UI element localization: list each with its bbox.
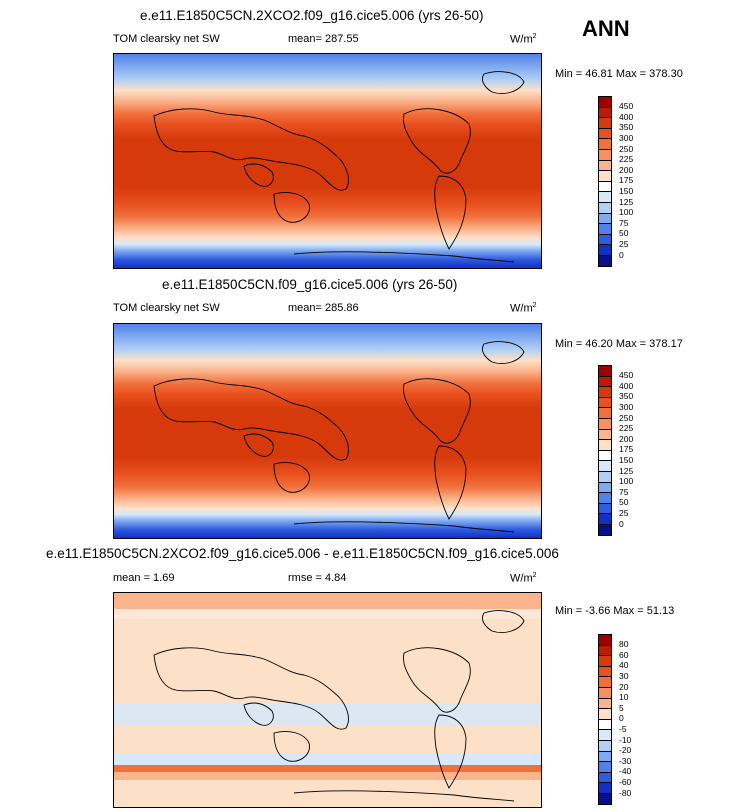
colorbar-level-label: 225 <box>619 423 634 434</box>
colorbar-level-label: 225 <box>619 154 634 165</box>
colorbar-level-label: 50 <box>619 228 629 239</box>
colorbar-level-label: 75 <box>619 486 629 497</box>
colorbar-level-label: 150 <box>619 185 634 196</box>
colorbar-level-label: -40 <box>619 766 632 777</box>
colorbar-level-label: 125 <box>619 465 634 476</box>
colorbar-level-label: 300 <box>619 132 634 143</box>
colorbar-level-label: 250 <box>619 143 634 154</box>
panel-2-map <box>113 323 542 539</box>
colorbar-level-label: -5 <box>619 723 627 734</box>
colorbar-level-label: 300 <box>619 401 634 412</box>
panel-3-colorbar: 80 60 40 30 20 10 5 0 -5 -10 -20 -30 -40 -60 -80 <box>598 634 658 805</box>
colorbar-level-label: 80 <box>619 639 629 650</box>
panel-3-mean-label: mean = 1.69 <box>113 572 175 584</box>
colorbar-level-label: 40 <box>619 660 629 671</box>
colorbar-level-label: 25 <box>619 238 629 249</box>
colorbar-level-label: -20 <box>619 745 632 756</box>
panel-1-map <box>113 53 542 269</box>
colorbar-level-label: 450 <box>619 370 634 381</box>
colorbar-swatch <box>598 524 612 536</box>
colorbar-level-label: -80 <box>619 787 632 798</box>
panel-1-units: W/m2 <box>510 33 537 46</box>
colorbar-level-label: 350 <box>619 391 634 402</box>
colorbar-level-label: 400 <box>619 111 634 122</box>
colorbar-level-label: 30 <box>619 670 629 681</box>
colorbar-level-label: 200 <box>619 164 634 175</box>
colorbar-level-label: 350 <box>619 122 634 133</box>
panel-1-variable-label: TOM clearsky net SW <box>113 33 220 45</box>
panel-2-variable-label: TOM clearsky net SW <box>113 302 220 314</box>
colorbar-level-label: 200 <box>619 433 634 444</box>
panel-2-minmax: Min = 46.20 Max = 378.17 <box>555 338 683 350</box>
panel-1-mean-label: mean= 287.55 <box>288 33 359 45</box>
panel-3-units: W/m2 <box>510 572 537 585</box>
panel-2-colorbar: 450 400 350 300 250 225 200 175 150 125 100 75 50 25 0 <box>598 365 658 536</box>
colorbar-level-label: -30 <box>619 755 632 766</box>
panel-2-mean-label: mean= 285.86 <box>288 302 359 314</box>
colorbar-swatch <box>598 255 612 267</box>
colorbar-level-label: 175 <box>619 444 634 455</box>
colorbar-level-label: 400 <box>619 380 634 391</box>
panel-3-rmse-label: rmse = 4.84 <box>288 572 347 584</box>
panel-1-minmax: Min = 46.81 Max = 378.30 <box>555 68 683 80</box>
colorbar-level-label: -10 <box>619 734 632 745</box>
colorbar-level-label: 25 <box>619 507 629 518</box>
colorbar-level-label: 0 <box>619 713 624 724</box>
season-label: ANN <box>582 16 630 41</box>
colorbar-level-label: 100 <box>619 476 634 487</box>
colorbar-swatch <box>598 793 612 805</box>
panel-1-colorbar: 450 400 350 300 250 225 200 175 150 125 100 75 50 25 0 <box>598 96 658 267</box>
colorbar-level-label: 250 <box>619 412 634 423</box>
colorbar-level-label: 75 <box>619 217 629 228</box>
colorbar-level-label: 10 <box>619 692 629 703</box>
panel-2-units: W/m2 <box>510 302 537 315</box>
colorbar-level-label: -60 <box>619 776 632 787</box>
panel-3-minmax: Min = -3.66 Max = 51.13 <box>555 605 675 617</box>
colorbar-level-label: 450 <box>619 101 634 112</box>
colorbar-level-label: 100 <box>619 207 634 218</box>
panel-1-title: e.e11.E1850C5CN.2XCO2.f09_g16.cice5.006 … <box>140 8 484 23</box>
panel-2-title: e.e11.E1850C5CN.f09_g16.cice5.006 (yrs 2… <box>162 277 458 292</box>
colorbar-level-label: 50 <box>619 497 629 508</box>
colorbar-level-label: 0 <box>619 518 624 529</box>
colorbar-level-label: 60 <box>619 649 629 660</box>
panel-3-map <box>113 592 542 808</box>
colorbar-level-label: 175 <box>619 175 634 186</box>
panel-3-title: e.e11.E1850C5CN.2XCO2.f09_g16.cice5.006 … <box>46 546 559 561</box>
colorbar-level-label: 0 <box>619 249 624 260</box>
colorbar-level-label: 125 <box>619 196 634 207</box>
colorbar-level-label: 5 <box>619 702 624 713</box>
colorbar-level-label: 150 <box>619 454 634 465</box>
colorbar-level-label: 20 <box>619 681 629 692</box>
